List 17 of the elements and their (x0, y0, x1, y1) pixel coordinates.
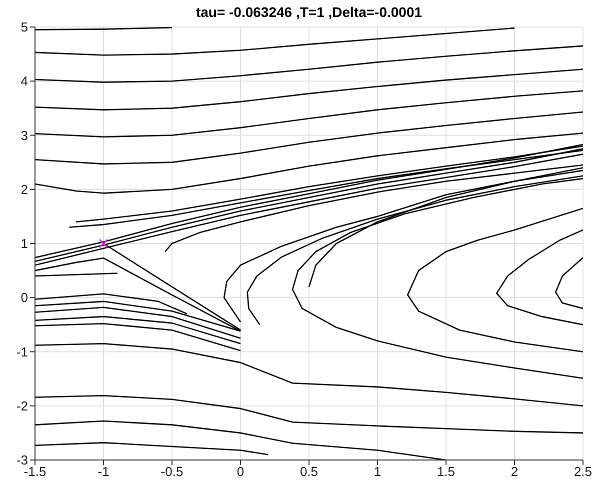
y-tick-label: 1 (20, 236, 28, 252)
x-tick-label: -1 (98, 464, 110, 480)
y-tick-label: -1 (16, 344, 28, 360)
y-tick-label: 4 (20, 74, 28, 89)
x-tick-label: -0.5 (160, 464, 184, 480)
y-tick-label: 2 (20, 182, 28, 197)
x-tick-label: 2.5 (574, 464, 592, 480)
y-tick-label: 3 (20, 128, 28, 143)
x-tick-label: 2 (510, 464, 518, 480)
x-tick-label: 1.5 (436, 464, 456, 480)
y-tick-label: -2 (16, 398, 28, 414)
x-tick-label: 0 (236, 464, 244, 480)
y-tick-label: 0 (20, 290, 28, 306)
y-tick-label: 5 (20, 20, 28, 35)
chart-title: tau= -0.063246 ,T=1 ,Delta=-0.0001 (194, 4, 424, 20)
x-tick-label: 1 (374, 464, 382, 480)
x-tick-label: 0.5 (300, 464, 318, 480)
